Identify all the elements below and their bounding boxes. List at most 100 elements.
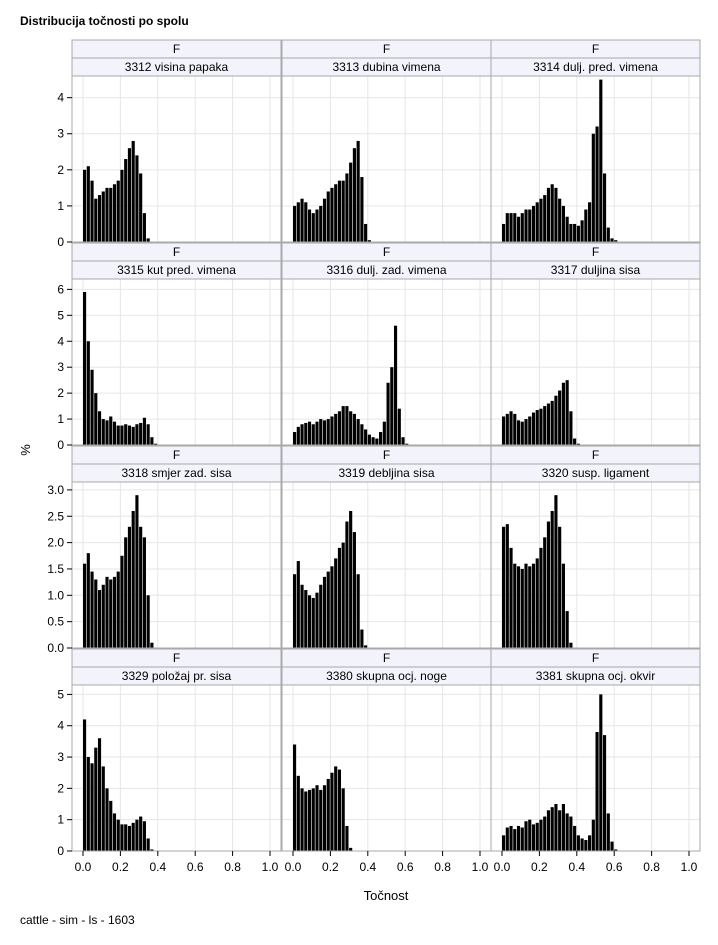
histogram-bar <box>146 595 150 648</box>
y-tick-label: 0 <box>57 438 64 452</box>
histogram-bar <box>543 195 547 242</box>
panel-frame <box>71 481 282 649</box>
histogram-bar <box>345 173 349 242</box>
histogram-bar <box>546 810 551 851</box>
x-tick-label: 0.6 <box>606 860 623 874</box>
histogram-bar <box>341 180 345 242</box>
x-tick-label: 1.0 <box>472 860 489 874</box>
histogram-bar <box>304 590 308 648</box>
histogram-bar <box>139 816 143 851</box>
panel-trait-label: 3329 položaj pr. sisa <box>122 669 232 683</box>
panel-sex-label: F <box>592 448 599 462</box>
histogram-bar <box>509 825 513 851</box>
histogram-bar <box>150 437 154 445</box>
histogram-bar <box>101 419 105 445</box>
x-tick-label: 0.0 <box>494 860 511 874</box>
histogram-bar <box>105 420 109 445</box>
histogram-bar <box>513 413 517 445</box>
histogram-bar <box>576 835 580 851</box>
histogram-bar <box>307 789 312 851</box>
histogram-bar <box>315 421 319 445</box>
histogram-bar <box>520 421 524 445</box>
histogram-bar <box>565 216 569 242</box>
histogram-bar <box>135 819 139 851</box>
histogram-bar <box>315 785 319 851</box>
histogram-bar <box>94 198 98 242</box>
histogram-bar <box>109 579 113 648</box>
histogram-bar <box>561 205 565 242</box>
histogram-bar <box>573 438 577 445</box>
y-tick-label: 1 <box>57 813 64 827</box>
histogram-bar <box>131 510 135 648</box>
y-tick-label: 2 <box>57 781 64 795</box>
histogram-bar <box>116 180 120 242</box>
histogram-bar <box>520 213 524 242</box>
histogram-bar <box>614 849 618 851</box>
histogram-bar <box>602 735 607 851</box>
histogram-bar <box>580 838 584 851</box>
histogram-bar <box>520 568 524 648</box>
histogram-bar <box>349 162 353 242</box>
panel-sex-label: F <box>173 448 180 462</box>
histogram-bar <box>97 411 102 445</box>
histogram-bar <box>94 393 98 445</box>
histogram-bar <box>319 419 323 445</box>
y-tick-label: 0.0 <box>47 641 64 655</box>
histogram-bar <box>561 804 565 851</box>
histogram-bar <box>539 198 543 242</box>
histogram-bar <box>300 788 304 851</box>
histogram-bar <box>364 223 368 242</box>
histogram-bar <box>345 406 349 445</box>
y-tick-label: 4 <box>57 91 64 105</box>
histogram-bar <box>135 155 139 242</box>
histogram-bar <box>550 510 554 648</box>
histogram-bar <box>293 205 297 242</box>
chart-footnote: cattle - sim - ls - 1603 <box>20 913 135 927</box>
histogram-bar <box>516 216 521 242</box>
histogram-bar <box>569 223 573 242</box>
panel-plot-area <box>72 279 281 445</box>
histogram-bar <box>531 412 536 445</box>
x-tick-label: 0.0 <box>75 860 92 874</box>
histogram-bar <box>124 824 128 851</box>
x-tick-label: 0.2 <box>112 860 129 874</box>
histogram-bar <box>120 824 124 851</box>
histogram-bar <box>127 526 132 648</box>
histogram-bar <box>606 813 610 851</box>
histogram-bar <box>116 425 120 445</box>
panel-sex-label: F <box>383 245 390 259</box>
histogram-bar <box>554 495 558 648</box>
histogram-bar <box>513 829 517 851</box>
histogram-bar <box>386 382 390 445</box>
histogram-bar <box>296 426 300 445</box>
histogram-bar <box>326 571 330 648</box>
histogram-bar <box>528 566 532 648</box>
histogram-bar <box>337 411 342 445</box>
histogram-bar <box>588 202 592 242</box>
y-tick-label: 5 <box>57 308 64 322</box>
histogram-bar <box>90 571 94 648</box>
y-tick-label: 2 <box>57 386 64 400</box>
histogram-bar <box>307 595 312 648</box>
histogram-bar <box>322 198 327 242</box>
histogram-bar <box>565 813 569 851</box>
histogram-bar <box>390 367 394 445</box>
histogram-bar <box>311 597 315 648</box>
histogram-bar <box>561 563 565 648</box>
histogram-bar <box>524 209 528 242</box>
y-tick-label: 1 <box>57 199 64 213</box>
histogram-bar <box>101 766 105 851</box>
histogram-bar <box>546 403 551 445</box>
histogram-bar <box>375 438 379 445</box>
histogram-bar <box>546 187 551 242</box>
histogram-bar <box>304 791 308 851</box>
histogram-bar <box>543 537 547 648</box>
histogram-bar <box>150 849 154 851</box>
histogram-bar <box>505 827 509 851</box>
histogram-bar <box>550 400 554 445</box>
histogram-bar <box>337 180 342 242</box>
histogram-bar <box>405 443 409 445</box>
histogram-bar <box>576 443 580 445</box>
x-tick-label: 0.6 <box>397 860 414 874</box>
